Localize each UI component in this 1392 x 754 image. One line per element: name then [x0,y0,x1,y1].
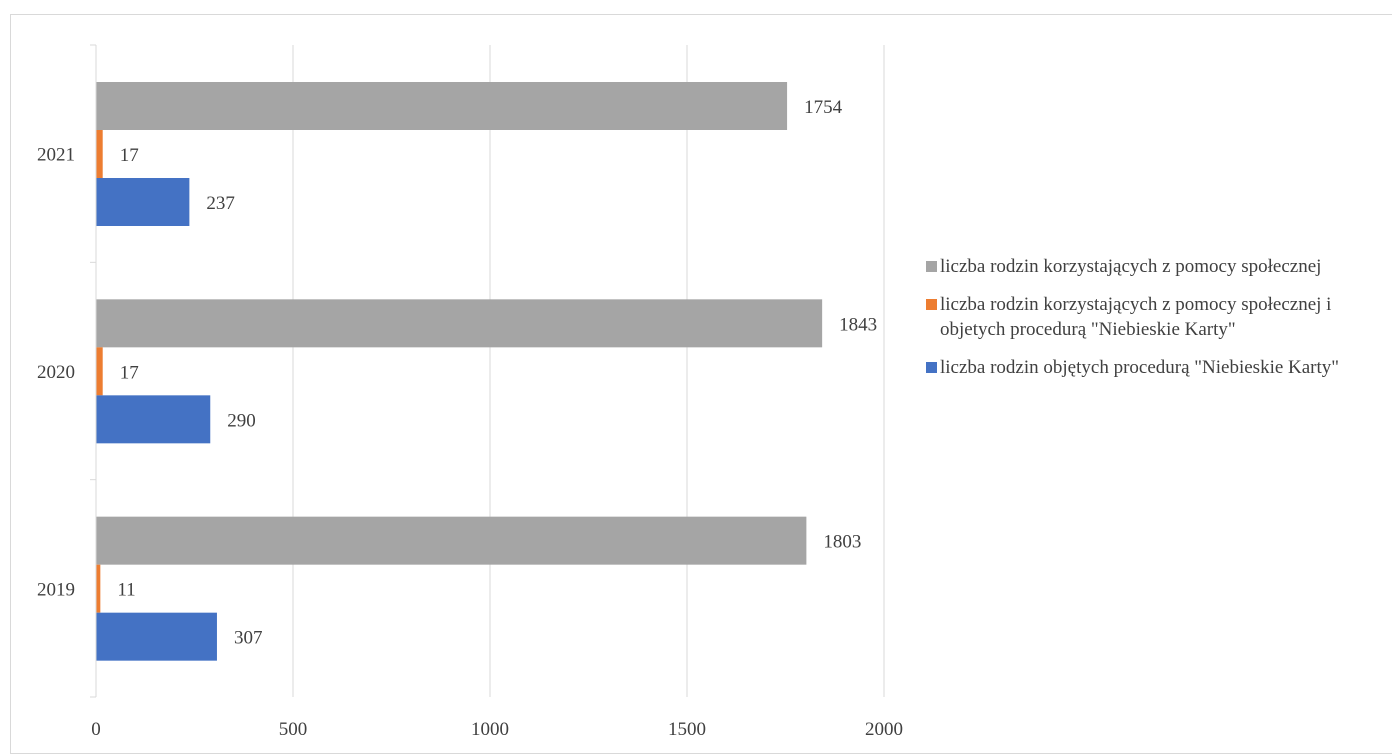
x-tick-label-0: 0 [91,719,101,740]
legend-swatch-series-2 [926,261,937,272]
legend-swatch-series-0 [926,362,937,373]
data-label-2020-series-0: 290 [227,410,256,431]
legend-label-series-1: liczba rodzin korzystających z pomocy sp… [940,294,1332,340]
bar-2021-series-0 [96,178,190,226]
y-category-label-2021: 2021 [37,145,75,166]
data-label-2020-series-2: 1843 [839,314,877,335]
legend-item-series-1: liczba rodzin korzystających z pomocy sp… [926,292,1366,342]
legend-item-series-0: liczba rodzin objętych procedurą "Niebie… [926,355,1366,380]
bar-2019-series-2 [96,516,807,565]
data-label-2019-series-2: 1803 [823,532,861,553]
data-label-2020-series-1: 17 [120,362,139,383]
legend-swatch-series-1 [926,299,937,310]
bar-2020-series-2 [96,299,823,348]
x-tick-label-2000: 2000 [865,719,903,740]
bar-2021-series-2 [96,82,788,130]
data-label-2019-series-0: 307 [234,628,263,649]
bar-2021-series-1 [96,130,103,178]
bar-2019-series-0 [96,612,217,661]
data-label-2019-series-1: 11 [117,580,135,601]
x-tick-label-500: 500 [279,719,308,740]
y-category-label-2019: 2019 [37,579,75,600]
data-label-2021-series-2: 1754 [804,97,843,118]
legend-label-series-0: liczba rodzin objętych procedurą "Niebie… [940,357,1340,378]
x-tick-label-1000: 1000 [471,719,509,740]
bar-2019-series-1 [96,564,101,613]
bar-2020-series-0 [96,395,211,444]
x-tick-label-1500: 1500 [668,719,706,740]
legend-item-series-2: liczba rodzin korzystających z pomocy sp… [926,254,1366,279]
y-category-label-2020: 2020 [37,362,75,383]
chart-legend: liczba rodzin korzystających z pomocy sp… [926,254,1366,393]
legend-label-series-2: liczba rodzin korzystających z pomocy sp… [940,256,1322,277]
data-label-2021-series-1: 17 [120,145,139,166]
data-label-2021-series-0: 237 [206,193,235,214]
bar-2020-series-1 [96,347,103,396]
